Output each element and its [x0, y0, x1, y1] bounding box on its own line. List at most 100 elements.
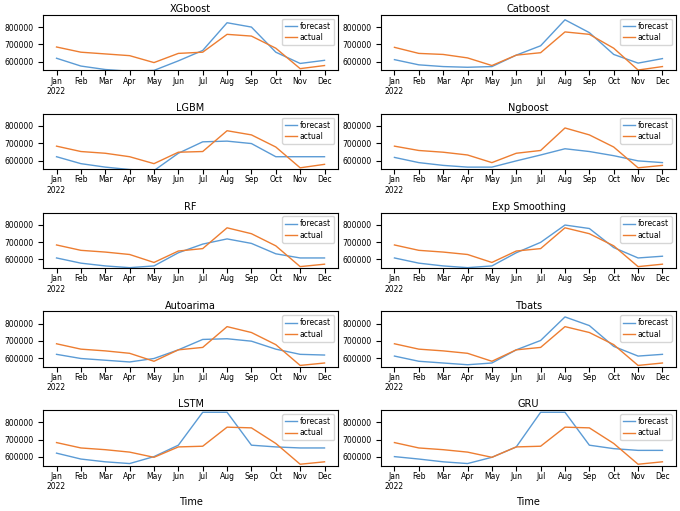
Line: forecast: forecast	[394, 412, 662, 463]
Title: Exp Smoothing: Exp Smoothing	[492, 202, 565, 212]
actual	[537, 443, 545, 449]
actual	[101, 447, 109, 453]
Line: actual: actual	[56, 327, 324, 365]
forecast	[585, 442, 594, 448]
actual	[439, 348, 447, 354]
forecast	[199, 241, 207, 247]
actual	[199, 246, 207, 252]
actual	[610, 341, 618, 347]
actual	[126, 154, 134, 160]
actual	[537, 147, 545, 153]
actual	[77, 445, 85, 451]
forecast	[150, 356, 158, 362]
actual	[512, 150, 520, 156]
forecast	[561, 314, 569, 320]
actual	[248, 425, 256, 431]
forecast	[296, 154, 304, 160]
Line: forecast: forecast	[394, 20, 662, 67]
forecast	[320, 352, 328, 358]
forecast	[464, 164, 472, 170]
forecast	[439, 162, 447, 169]
forecast	[272, 444, 280, 450]
actual	[223, 31, 231, 37]
forecast	[415, 358, 423, 364]
forecast	[415, 260, 423, 266]
actual	[464, 55, 472, 61]
forecast	[512, 444, 520, 450]
forecast	[272, 346, 280, 352]
actual	[464, 152, 472, 158]
forecast	[415, 456, 423, 462]
forecast	[537, 43, 545, 49]
actual	[561, 225, 569, 231]
forecast	[101, 263, 109, 269]
actual	[561, 424, 569, 430]
forecast	[150, 67, 158, 74]
actual	[101, 150, 109, 156]
actual	[610, 144, 618, 150]
actual	[537, 50, 545, 56]
actual	[658, 459, 666, 465]
forecast	[415, 62, 423, 68]
forecast	[52, 154, 61, 160]
forecast	[537, 409, 545, 415]
actual	[223, 424, 231, 430]
actual	[199, 344, 207, 351]
actual	[488, 159, 496, 166]
Line: actual: actual	[56, 427, 324, 464]
forecast	[658, 447, 666, 453]
forecast	[272, 49, 280, 55]
actual	[488, 260, 496, 266]
actual	[248, 33, 256, 39]
forecast	[296, 60, 304, 66]
forecast	[199, 48, 207, 54]
forecast	[77, 356, 85, 362]
actual	[464, 251, 472, 258]
actual	[296, 461, 304, 467]
actual	[390, 341, 398, 347]
actual	[537, 246, 545, 252]
actual	[296, 362, 304, 368]
actual	[585, 330, 594, 336]
actual	[658, 261, 666, 267]
actual	[126, 251, 134, 258]
forecast	[537, 239, 545, 245]
forecast	[488, 360, 496, 366]
actual	[512, 248, 520, 254]
Title: Catboost: Catboost	[507, 4, 550, 14]
actual	[634, 362, 642, 368]
Line: forecast: forecast	[394, 225, 662, 268]
forecast	[464, 460, 472, 467]
Title: Autoarima: Autoarima	[165, 300, 216, 311]
actual	[272, 243, 280, 249]
forecast	[77, 160, 85, 167]
Title: LSTM: LSTM	[177, 400, 203, 409]
Line: actual: actual	[394, 327, 662, 365]
Line: actual: actual	[394, 128, 662, 168]
Legend: forecast, actual: forecast, actual	[282, 414, 334, 440]
forecast	[223, 138, 231, 144]
actual	[415, 445, 423, 451]
actual	[248, 330, 256, 336]
Line: forecast: forecast	[56, 239, 324, 268]
forecast	[585, 225, 594, 231]
Title: RF: RF	[184, 202, 197, 212]
forecast	[296, 445, 304, 451]
forecast	[488, 63, 496, 69]
actual	[390, 44, 398, 51]
forecast	[296, 351, 304, 357]
forecast	[390, 454, 398, 460]
Title: XGboost: XGboost	[170, 4, 211, 14]
forecast	[390, 353, 398, 359]
Line: forecast: forecast	[394, 317, 662, 365]
forecast	[415, 159, 423, 166]
X-axis label: Time: Time	[517, 497, 541, 507]
forecast	[464, 362, 472, 368]
actual	[610, 440, 618, 447]
Title: Ngboost: Ngboost	[508, 103, 549, 113]
actual	[174, 444, 182, 450]
forecast	[439, 63, 447, 69]
actual	[610, 45, 618, 51]
Line: forecast: forecast	[394, 149, 662, 167]
actual	[199, 49, 207, 55]
